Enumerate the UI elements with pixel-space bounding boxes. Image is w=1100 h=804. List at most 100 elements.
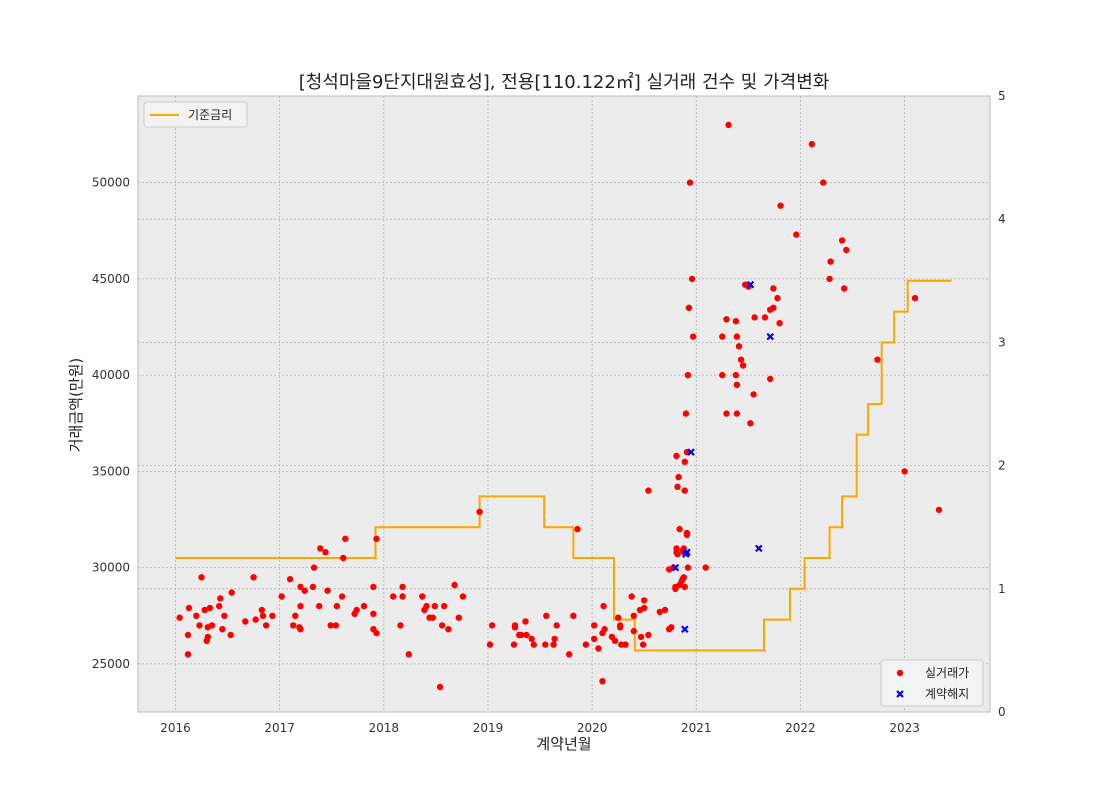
price-point	[702, 564, 709, 571]
price-point	[673, 452, 680, 460]
plot-frame	[137, 95, 991, 713]
price-point	[553, 622, 560, 629]
y2-tick-label: 2	[998, 459, 1006, 473]
price-point	[683, 531, 691, 539]
price-point	[684, 564, 692, 571]
price-point	[353, 606, 360, 614]
price-point	[617, 622, 624, 629]
y-tick-label: 45000	[92, 272, 130, 286]
price-point	[488, 622, 496, 629]
x-tick-label: 2018	[369, 721, 400, 735]
price-point	[290, 622, 297, 629]
price-point	[219, 626, 226, 633]
price-point	[523, 631, 530, 639]
price-point	[732, 318, 740, 325]
price-point	[777, 202, 784, 209]
cancel-mark-stroke	[687, 448, 695, 456]
rate-step-line	[175, 279, 952, 652]
price-point	[309, 583, 317, 591]
y2-tick-label: 0	[998, 705, 1006, 719]
price-point	[338, 593, 346, 600]
price-point	[518, 631, 525, 639]
y-tick-label: 35000	[92, 464, 130, 478]
legend-rate: 기준금리	[143, 101, 248, 128]
price-point	[674, 483, 681, 490]
plot-area	[138, 96, 990, 712]
cancel-point	[754, 544, 763, 553]
price-point	[390, 593, 397, 600]
price-point	[441, 602, 448, 610]
price-point	[438, 622, 446, 629]
cancel-mark-stroke	[754, 544, 763, 553]
cancel-mark-stroke	[683, 548, 691, 557]
price-point	[574, 525, 581, 533]
legend-box	[143, 101, 248, 128]
price-point	[550, 641, 557, 648]
legend-series-label: 실거래가	[925, 666, 969, 680]
price-point	[682, 410, 690, 417]
price-point	[719, 333, 726, 340]
price-point	[827, 258, 834, 265]
price-point	[216, 602, 223, 610]
cancel-point	[746, 280, 755, 289]
price-point	[242, 618, 249, 625]
price-point	[184, 651, 192, 658]
price-point	[747, 420, 754, 427]
price-point	[901, 468, 908, 475]
price-point	[292, 612, 299, 619]
price-point	[370, 583, 377, 591]
legend-series-label: 계약해지	[925, 686, 969, 701]
y2-tick-label: 1	[998, 582, 1006, 596]
price-point	[252, 616, 259, 623]
price-point	[342, 535, 349, 542]
price-point	[601, 626, 608, 633]
price-point	[737, 356, 745, 363]
price-point	[570, 612, 577, 619]
price-point	[476, 508, 483, 515]
price-point	[399, 583, 406, 591]
price-point	[204, 633, 211, 641]
price-point	[591, 622, 598, 629]
price-point	[761, 314, 769, 321]
price-point	[250, 574, 257, 581]
x-axis-label: 계약년월	[536, 735, 591, 753]
price-point	[793, 231, 800, 238]
legend-price-swatch	[896, 669, 904, 677]
legend-rate-label: 기준금리	[188, 108, 232, 122]
price-point	[269, 612, 276, 619]
price-point	[684, 371, 692, 379]
price-point	[630, 612, 637, 619]
cancel-mark-stroke	[671, 563, 680, 572]
price-point	[530, 641, 537, 648]
price-point	[595, 645, 602, 652]
price-point	[340, 554, 347, 562]
y-tick-label: 25000	[92, 657, 130, 671]
price-point	[661, 606, 669, 614]
price-point	[723, 316, 730, 323]
price-point	[674, 550, 681, 558]
price-point	[681, 487, 688, 494]
price-point	[436, 683, 444, 691]
price-point	[542, 641, 549, 648]
x-tick-label: 2021	[681, 721, 712, 735]
price-point	[198, 574, 205, 581]
price-point	[767, 375, 774, 383]
price-point	[911, 294, 919, 302]
price-point	[719, 371, 726, 379]
price-point	[680, 574, 687, 581]
x-tick-label: 2017	[264, 721, 295, 735]
price-point	[622, 641, 629, 648]
price-point	[566, 651, 573, 658]
price-point	[286, 576, 294, 583]
y-tick-label: 40000	[92, 368, 130, 382]
price-point	[333, 602, 341, 610]
price-point	[522, 618, 529, 625]
price-point	[750, 391, 757, 398]
y2-tick-label: 5	[998, 89, 1006, 103]
price-point	[725, 121, 732, 129]
price-point	[582, 641, 590, 648]
price-point	[599, 678, 606, 685]
price-point	[455, 614, 462, 621]
